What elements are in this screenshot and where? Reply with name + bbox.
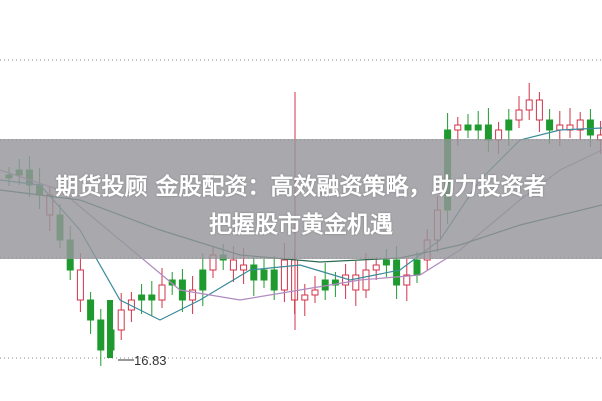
- candle-body: [484, 124, 492, 141]
- candle-body: [229, 259, 237, 271]
- candle-body: [158, 284, 166, 301]
- headline-banner: [0, 139, 602, 259]
- candle-body: [352, 274, 360, 291]
- candle-body: [138, 294, 146, 301]
- candle-body: [474, 124, 482, 131]
- candle-body: [260, 269, 268, 281]
- candle-body: [331, 279, 339, 286]
- candle-body: [556, 124, 564, 131]
- candle-body: [270, 269, 278, 291]
- candle-body: [127, 299, 135, 311]
- candle-body: [546, 119, 554, 131]
- candle-body: [342, 274, 350, 286]
- candle-body: [148, 294, 156, 301]
- candle-body: [515, 109, 523, 121]
- headline-line-2: 把握股市黄金机遇: [209, 212, 393, 238]
- candle-body: [311, 289, 319, 296]
- candle-body: [168, 279, 176, 286]
- candle-body: [382, 259, 390, 266]
- candle-body: [464, 124, 472, 131]
- candle-body: [250, 264, 258, 281]
- candle-body: [454, 124, 462, 131]
- candle-body: [505, 119, 513, 131]
- candle-body: [525, 99, 533, 111]
- candle-body: [403, 274, 411, 286]
- candle-body: [586, 119, 594, 136]
- candle-body: [393, 259, 401, 286]
- candle-body: [87, 299, 95, 321]
- candle-body: [301, 294, 309, 301]
- candle-body: [280, 259, 288, 291]
- candle-body: [240, 264, 248, 271]
- candle-body: [117, 309, 125, 331]
- candle-body: [372, 264, 380, 271]
- candle-body: [189, 289, 197, 301]
- candle-body: [576, 119, 584, 131]
- candle-body: [413, 259, 421, 276]
- candle-body: [97, 319, 105, 351]
- headline-line-1: 期货投顾 金股配资：高效融资策略，助力投资者: [55, 174, 547, 200]
- candle-body: [199, 269, 207, 291]
- candle-body: [76, 269, 84, 301]
- candle-body: [535, 99, 543, 121]
- low-price-label: 16.83: [134, 353, 167, 368]
